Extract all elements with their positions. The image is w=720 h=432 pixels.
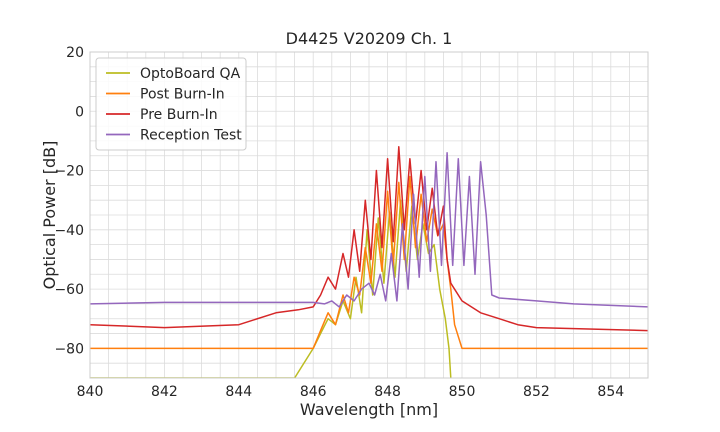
x-tick-label: 842 — [151, 384, 178, 400]
plot-frame — [89, 51, 649, 379]
legend-label: OptoBoard QA — [140, 66, 241, 82]
plot-lines — [90, 146, 648, 378]
x-tick-label: 848 — [374, 384, 401, 400]
y-tick-label: 20 — [66, 45, 84, 61]
x-tick-label: 840 — [77, 384, 104, 400]
legend-label: Post Burn-In — [140, 87, 225, 103]
x-tick-label: 846 — [300, 384, 327, 400]
y-tick-label: 0 — [75, 104, 84, 120]
series-line-2 — [90, 146, 648, 332]
series-line-3 — [90, 152, 648, 308]
y-tick-label: −20 — [54, 164, 84, 180]
y-axis-label: Optical Power [dB] — [40, 141, 59, 290]
x-tick-label: 844 — [225, 384, 252, 400]
legend: OptoBoard QA Post Burn-In Pre Burn-In Recep… — [95, 57, 247, 151]
legend-label: Reception Test — [140, 128, 242, 144]
y-tick-label: −40 — [54, 223, 84, 239]
x-tick-label: 854 — [597, 384, 624, 400]
y-tick-label: −80 — [54, 341, 84, 357]
tick-labels: 840 842 844 846 848 850 852 854 −80 −60 −40 −20 0 20 — [54, 45, 624, 400]
y-tick-label: −60 — [54, 282, 84, 298]
legend-label: Pre Burn-In — [140, 107, 218, 123]
x-axis-label: Wavelength [nm] — [300, 400, 438, 419]
legend-box — [95, 57, 247, 151]
chart-title: D4425 V20209 Ch. 1 — [286, 29, 453, 48]
x-tick-label: 852 — [523, 384, 550, 400]
x-tick-label: 850 — [449, 384, 476, 400]
